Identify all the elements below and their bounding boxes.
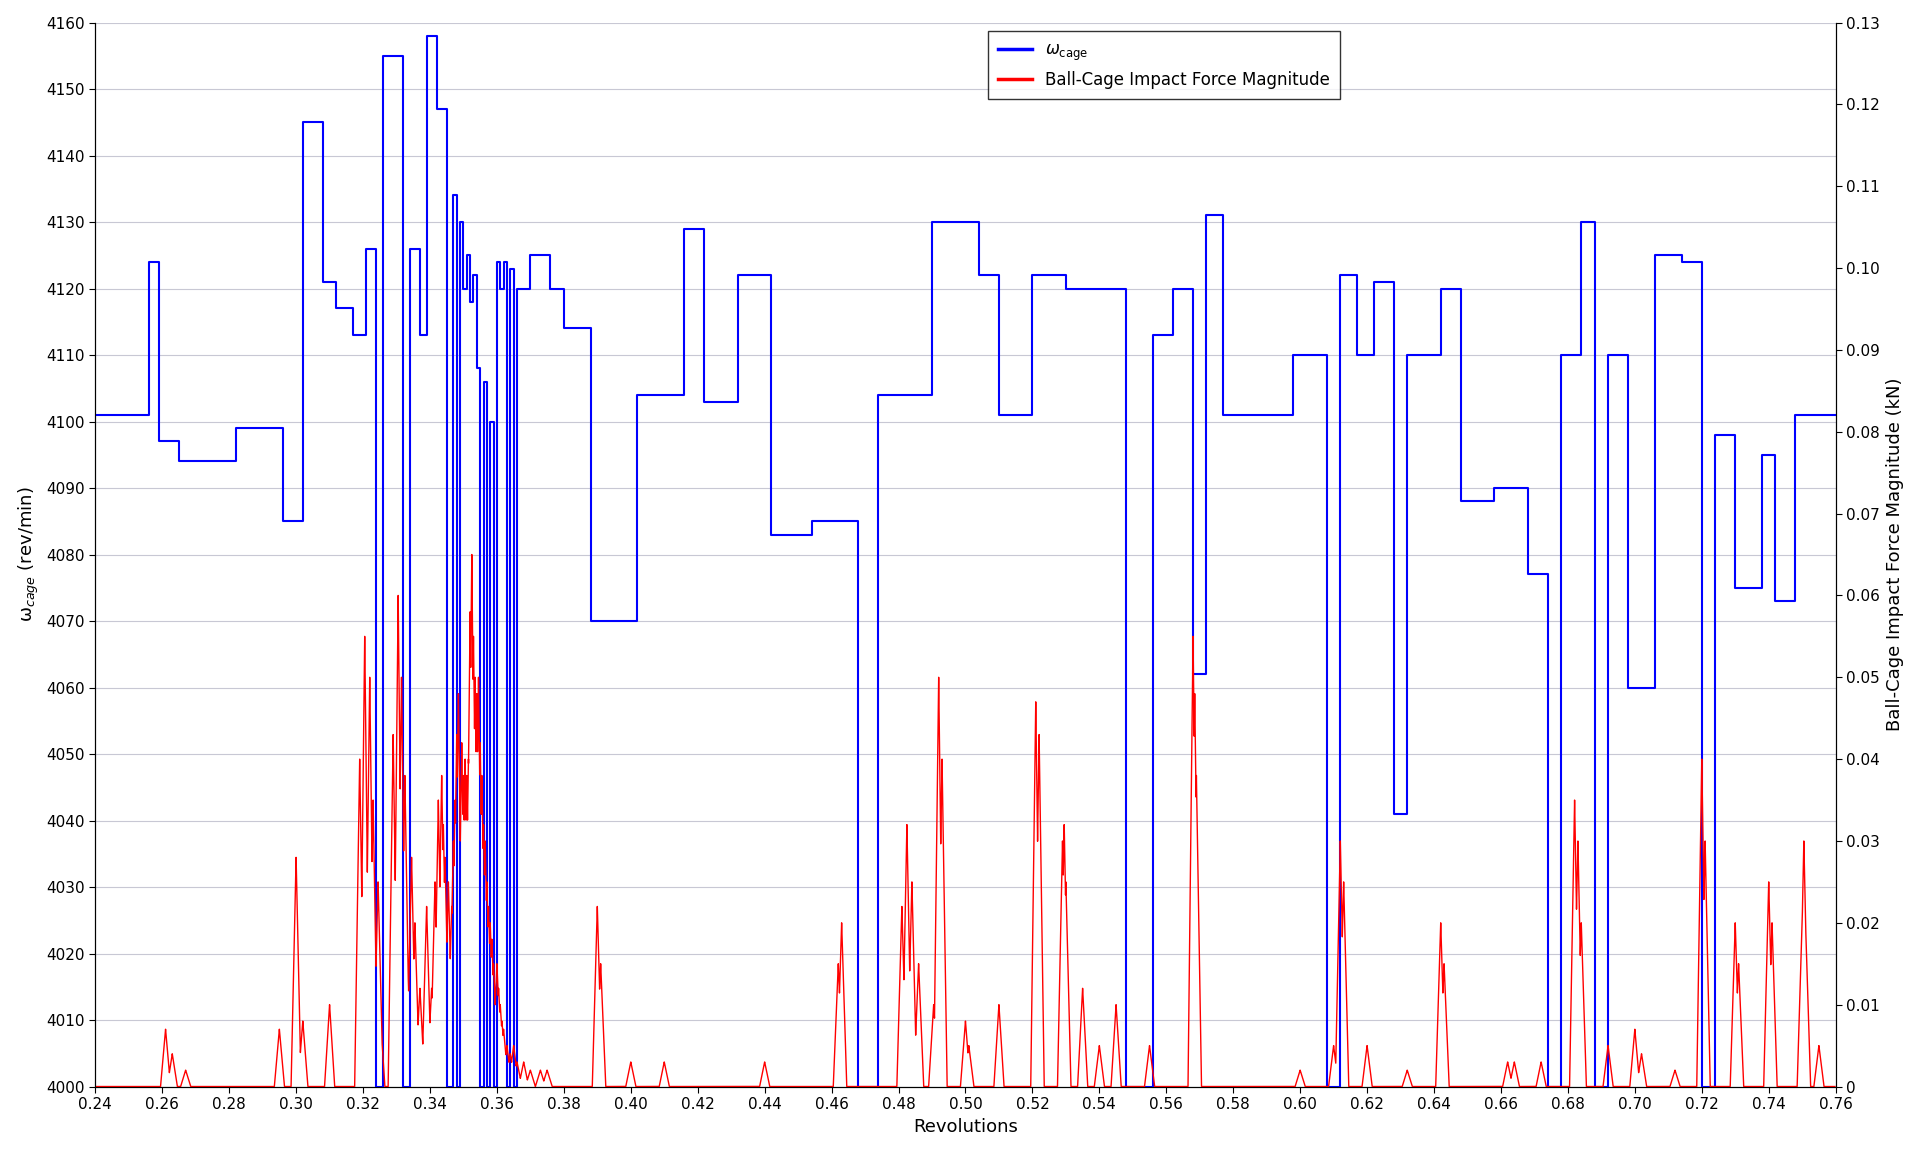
X-axis label: Revolutions: Revolutions — [914, 1117, 1018, 1136]
Legend: $\omega_{\mathregular{cage}}$, Ball-Cage Impact Force Magnitude: $\omega_{\mathregular{cage}}$, Ball-Cage… — [989, 31, 1340, 99]
Y-axis label: ω$_{cage}$ (rev/min): ω$_{cage}$ (rev/min) — [17, 487, 40, 622]
Y-axis label: Ball-Cage Impact Force Magnitude (kN): Ball-Cage Impact Force Magnitude (kN) — [1885, 378, 1903, 732]
